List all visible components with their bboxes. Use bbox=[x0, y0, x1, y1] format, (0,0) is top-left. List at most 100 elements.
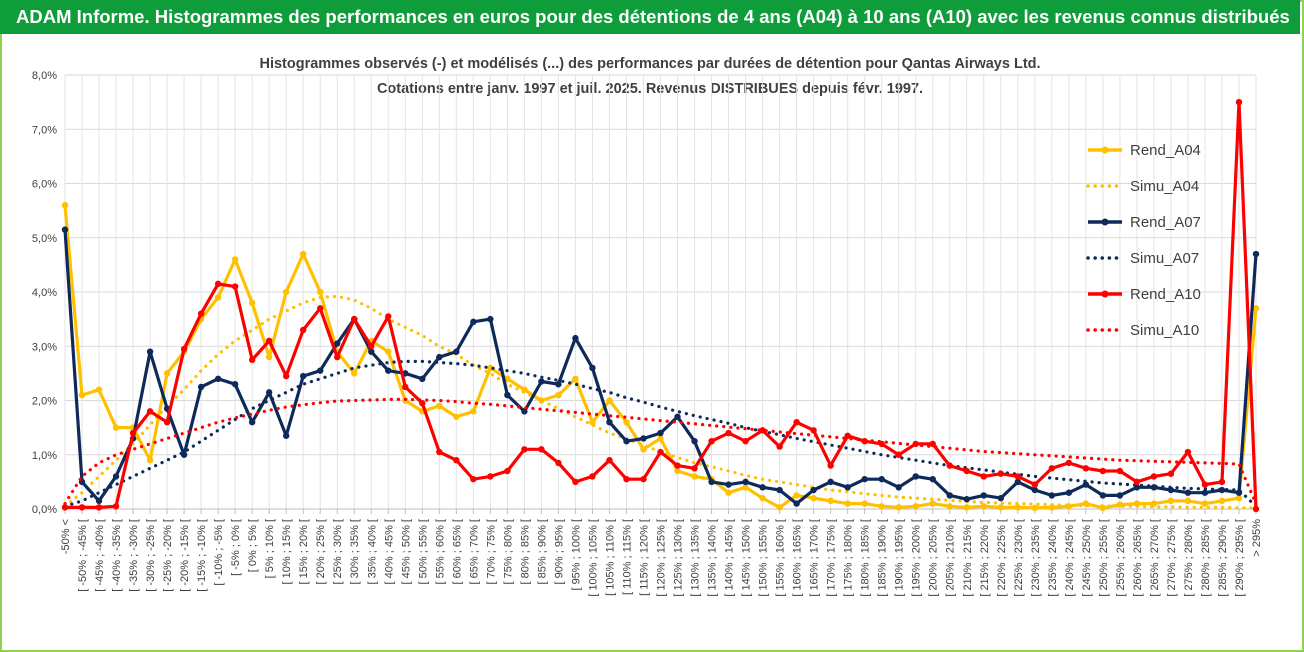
data-point bbox=[1031, 481, 1039, 488]
legend-item-rend-a07: Rend_A07 bbox=[1088, 214, 1201, 231]
data-point bbox=[810, 494, 817, 502]
data-point bbox=[606, 456, 613, 464]
y-tick-label: 7,0% bbox=[32, 124, 57, 136]
x-tick-label: [ -5% ; 0% [ bbox=[230, 519, 242, 576]
x-tick-label: [ 265% ; 270% [ bbox=[1149, 519, 1161, 597]
data-point bbox=[334, 353, 341, 361]
data-point bbox=[963, 496, 970, 503]
legend-item-rend-a04: Rend_A04 bbox=[1088, 142, 1201, 159]
x-tick-label: [ 255% ; 260% [ bbox=[1115, 519, 1127, 597]
x-tick-label: [ 25% ; 30% [ bbox=[332, 519, 344, 584]
data-point bbox=[248, 419, 256, 426]
y-tick-label: 4,0% bbox=[32, 287, 57, 299]
data-point bbox=[95, 386, 103, 393]
data-point bbox=[929, 500, 936, 507]
legend-label: Simu_A04 bbox=[1130, 178, 1199, 195]
data-point bbox=[504, 467, 511, 475]
data-point bbox=[300, 250, 307, 258]
data-point bbox=[997, 504, 1004, 511]
x-tick-label: [ 165% ; 170% [ bbox=[809, 519, 821, 597]
data-point bbox=[282, 432, 290, 439]
data-point bbox=[146, 456, 154, 464]
data-point bbox=[538, 378, 545, 385]
data-point bbox=[470, 475, 477, 483]
y-tick-label: 6,0% bbox=[32, 179, 57, 191]
x-tick-label: [ 60% ; 65% [ bbox=[451, 519, 463, 584]
x-tick-label: [ 230% ; 235% [ bbox=[1030, 519, 1042, 597]
legend-item-simu-a04: Simu_A04 bbox=[1086, 178, 1199, 195]
x-tick-label: [ 20% ; 25% [ bbox=[315, 519, 327, 584]
legend-marker bbox=[1101, 290, 1109, 298]
x-tick-label: [ -25% ; -20% [ bbox=[162, 519, 174, 592]
data-point bbox=[487, 315, 494, 323]
data-point bbox=[317, 288, 324, 296]
x-tick-label: [ -35% ; -30% [ bbox=[128, 519, 140, 592]
legend-item-simu-a07: Simu_A07 bbox=[1086, 250, 1199, 267]
x-tick-label: [ 195% ; 200% [ bbox=[911, 519, 923, 597]
data-point bbox=[146, 348, 154, 355]
y-tick-label: 2,0% bbox=[32, 396, 57, 408]
data-point bbox=[521, 408, 528, 415]
data-point bbox=[946, 492, 953, 499]
x-tick-label: [ -15% ; -10% [ bbox=[196, 519, 208, 592]
data-point bbox=[385, 367, 392, 374]
data-point bbox=[487, 473, 494, 480]
data-point bbox=[436, 402, 443, 410]
data-point bbox=[657, 429, 664, 437]
data-point bbox=[997, 494, 1004, 502]
x-tick-label: [ 145% ; 150% [ bbox=[741, 519, 753, 597]
data-point bbox=[555, 391, 562, 399]
data-point bbox=[623, 437, 630, 445]
data-point bbox=[929, 440, 936, 448]
data-point bbox=[827, 478, 834, 486]
data-point bbox=[368, 348, 375, 355]
data-point bbox=[640, 435, 647, 442]
data-point bbox=[1150, 500, 1158, 507]
data-point bbox=[112, 424, 120, 431]
data-point bbox=[1065, 459, 1073, 467]
data-point bbox=[1167, 470, 1175, 477]
data-point bbox=[231, 256, 239, 263]
x-axis: -50% < [ -50% ; -45% [[ -45% ; -40% [[ -4… bbox=[60, 508, 1263, 597]
x-tick-label: [ 85% ; 90% [ bbox=[536, 519, 548, 584]
data-point bbox=[827, 497, 834, 505]
data-point bbox=[793, 419, 800, 426]
data-point bbox=[742, 478, 749, 486]
series-simu-a07 bbox=[63, 359, 1258, 508]
x-tick-label: [ 225% ; 230% [ bbox=[1013, 519, 1025, 597]
data-point bbox=[742, 484, 749, 491]
data-point bbox=[453, 456, 460, 464]
data-point bbox=[1133, 478, 1141, 486]
legend-label: Simu_A10 bbox=[1130, 322, 1199, 339]
x-tick-label: [ 285% ; 290% [ bbox=[1217, 519, 1229, 597]
data-point bbox=[197, 310, 205, 317]
data-point bbox=[129, 429, 137, 437]
data-point bbox=[282, 372, 290, 380]
data-point bbox=[929, 475, 936, 483]
data-point bbox=[351, 370, 358, 377]
data-point bbox=[1150, 473, 1158, 480]
legend-label: Rend_A10 bbox=[1130, 286, 1201, 303]
data-point bbox=[572, 334, 579, 342]
x-tick-label: [ 105% ; 110% [ bbox=[604, 519, 616, 596]
data-point bbox=[1082, 465, 1090, 472]
x-tick-label: [ 130% ; 135% [ bbox=[690, 519, 702, 597]
x-tick-label: > 295% bbox=[1251, 519, 1263, 557]
data-point bbox=[282, 288, 290, 296]
data-point bbox=[861, 475, 868, 483]
x-tick-label: [ 245% ; 250% [ bbox=[1081, 519, 1093, 597]
data-point bbox=[759, 494, 766, 502]
x-tick-label: [ 5% ; 10% [ bbox=[264, 519, 276, 578]
data-point bbox=[180, 345, 188, 353]
data-point bbox=[1014, 473, 1021, 480]
data-point bbox=[470, 408, 477, 415]
x-tick-label: [ 10% ; 15% [ bbox=[281, 519, 293, 584]
data-point bbox=[623, 475, 630, 483]
data-point bbox=[776, 504, 783, 511]
y-tick-label: 8,0% bbox=[32, 70, 57, 82]
data-point bbox=[214, 280, 222, 288]
x-tick-label: [ 290% ; 295% [ bbox=[1234, 519, 1246, 597]
data-point bbox=[1099, 492, 1107, 499]
data-point bbox=[1167, 497, 1175, 505]
data-point bbox=[776, 486, 783, 494]
